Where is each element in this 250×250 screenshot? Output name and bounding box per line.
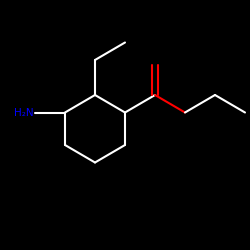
Text: H₂N: H₂N [14,108,34,118]
